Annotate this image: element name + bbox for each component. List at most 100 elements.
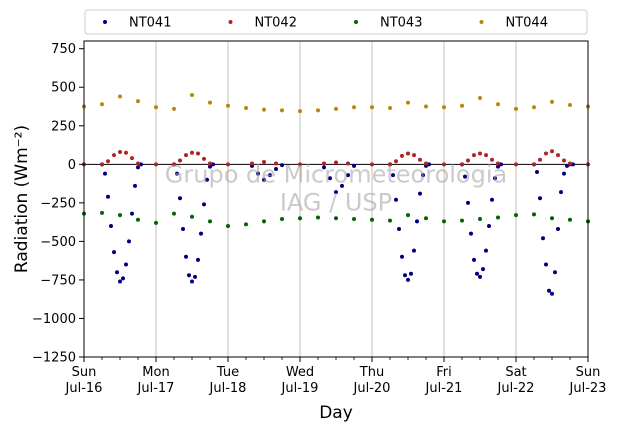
data-point xyxy=(352,217,356,222)
data-point xyxy=(514,106,518,111)
data-point xyxy=(208,161,212,166)
legend-label-NT042: NT042 xyxy=(255,16,297,31)
data-point xyxy=(322,161,326,166)
data-point xyxy=(118,94,122,99)
data-point xyxy=(490,197,494,202)
data-point xyxy=(136,165,140,170)
data-point xyxy=(112,250,116,255)
data-point xyxy=(550,291,554,296)
series-NT042 xyxy=(82,149,590,167)
data-point xyxy=(280,108,284,113)
data-point xyxy=(262,160,266,165)
data-point xyxy=(472,153,476,158)
data-point xyxy=(196,257,200,262)
data-point xyxy=(568,161,572,166)
watermark-line-2: IAG / USP xyxy=(280,188,392,216)
data-point xyxy=(538,196,542,201)
data-point xyxy=(193,274,197,279)
x-axis-label: Day xyxy=(319,403,353,423)
x-tick-label-day: Sun xyxy=(576,365,601,380)
x-tick-label-date: Jul-19 xyxy=(281,381,319,396)
x-tick-label-date: Jul-23 xyxy=(569,381,607,396)
data-point xyxy=(562,158,566,163)
data-point xyxy=(478,96,482,101)
data-point xyxy=(280,217,284,222)
data-point xyxy=(352,163,356,168)
legend-marker-NT044 xyxy=(479,20,484,24)
x-tick-label-day: Thu xyxy=(359,365,384,380)
x-tick-label-date: Jul-21 xyxy=(425,381,463,396)
series-NT041 xyxy=(100,162,575,296)
data-point xyxy=(397,227,401,232)
data-point xyxy=(460,103,464,108)
data-point xyxy=(106,159,110,164)
data-point xyxy=(199,231,203,236)
y-tick-label: −750 xyxy=(40,273,76,288)
y-tick-label: 250 xyxy=(51,119,76,134)
data-point xyxy=(370,162,374,167)
data-point xyxy=(115,270,119,275)
data-point xyxy=(550,216,554,221)
data-point xyxy=(466,158,470,163)
data-point xyxy=(184,254,188,259)
data-point xyxy=(334,216,338,221)
data-point xyxy=(298,162,302,167)
y-tick-label: −250 xyxy=(40,196,76,211)
data-point xyxy=(406,151,410,156)
legend-label-NT044: NT044 xyxy=(506,16,548,31)
legend-box xyxy=(84,9,588,35)
data-point xyxy=(208,100,212,105)
data-point xyxy=(178,158,182,163)
data-point xyxy=(544,262,548,267)
data-point xyxy=(202,202,206,207)
y-tick-label: −1000 xyxy=(32,312,76,327)
data-point xyxy=(280,163,284,168)
legend-marker-NT043 xyxy=(354,20,358,24)
data-point xyxy=(196,151,200,156)
data-point xyxy=(472,257,476,262)
data-point xyxy=(559,190,563,195)
data-point xyxy=(136,217,140,222)
data-point xyxy=(181,227,185,232)
data-point xyxy=(352,105,356,110)
data-point xyxy=(190,214,194,219)
data-point xyxy=(346,173,350,178)
data-point xyxy=(478,217,482,222)
data-series xyxy=(82,92,590,296)
data-point xyxy=(346,161,350,166)
data-point xyxy=(172,106,176,111)
data-point xyxy=(568,102,572,107)
data-point xyxy=(334,160,338,165)
data-point xyxy=(532,212,536,217)
legend-label-NT043: NT043 xyxy=(380,16,422,31)
data-point xyxy=(178,196,182,201)
data-point xyxy=(484,248,488,253)
data-point xyxy=(565,163,569,168)
legend-marker-NT041 xyxy=(103,20,107,24)
data-point xyxy=(499,162,503,167)
data-point xyxy=(481,267,485,272)
x-tick-label-date: Jul-20 xyxy=(353,381,391,396)
data-point xyxy=(394,197,398,202)
data-point xyxy=(553,270,557,275)
data-point xyxy=(514,213,518,218)
data-point xyxy=(409,271,413,276)
data-point xyxy=(556,153,560,158)
data-point xyxy=(496,215,500,220)
data-point xyxy=(406,100,410,105)
data-point xyxy=(226,162,230,167)
data-point xyxy=(442,105,446,110)
data-point xyxy=(172,211,176,216)
y-tick-label: 750 xyxy=(51,42,76,57)
x-tick-label-date: Jul-18 xyxy=(209,381,247,396)
data-point xyxy=(262,177,266,182)
data-point xyxy=(244,106,248,111)
data-point xyxy=(202,156,206,161)
data-point xyxy=(442,219,446,224)
data-point xyxy=(412,153,416,158)
data-point xyxy=(262,219,266,224)
data-point xyxy=(124,262,128,267)
data-point xyxy=(370,217,374,222)
data-point xyxy=(118,279,122,284)
data-point xyxy=(562,171,566,176)
